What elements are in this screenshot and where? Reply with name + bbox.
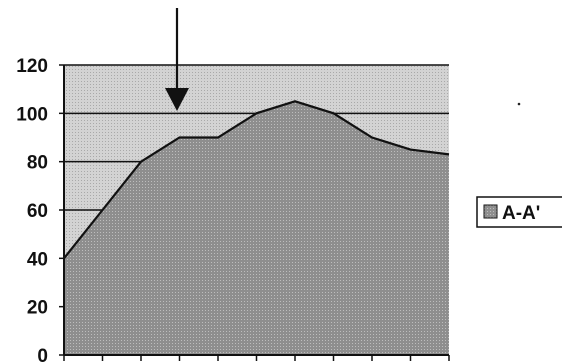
x-axis-ticks	[63, 355, 450, 361]
stray-dot	[517, 102, 521, 106]
y-tick-label: 20	[27, 298, 48, 319]
y-tick-label: 120	[16, 56, 48, 77]
legend: A-A'	[476, 196, 562, 228]
y-tick-label: 60	[27, 201, 48, 222]
y-axis-ticks: 0 20 40 60 80 100 120	[16, 56, 64, 362]
annotation-arrow	[165, 8, 189, 111]
y-tick-label: 0	[37, 346, 48, 362]
arrow-head-icon	[165, 88, 189, 111]
legend-swatch	[483, 204, 498, 219]
y-tick-label: 80	[27, 153, 48, 174]
area-series-a-a	[64, 101, 449, 355]
y-tick-label: 40	[27, 249, 48, 270]
legend-box	[476, 196, 562, 228]
y-tick-label: 100	[16, 104, 48, 125]
area-series-outline	[63, 100, 450, 259]
legend-label: A-A'	[502, 203, 540, 224]
